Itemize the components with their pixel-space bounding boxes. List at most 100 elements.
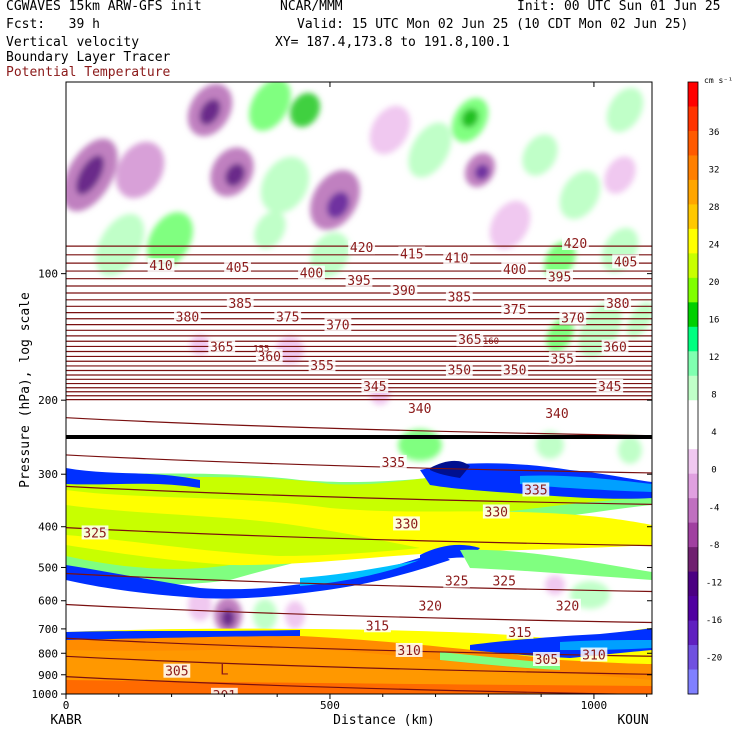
colorbar-swatch (688, 277, 698, 303)
theta-contour-line (66, 245, 652, 248)
theta-label: 385 (228, 297, 251, 312)
theta-label: 320 (419, 600, 442, 615)
x-axis: 0 500 1000 (63, 82, 648, 712)
theta-label: 370 (561, 312, 584, 327)
theta-label: 420 (564, 237, 587, 252)
theta-label-bg (482, 504, 510, 519)
theta-label-bg (398, 246, 426, 261)
colorbar-swatch (688, 620, 698, 646)
theta-label-bg (163, 663, 191, 678)
theta-label-bg (255, 349, 283, 364)
theta-label-bg (490, 573, 518, 588)
theta-label: 340 (545, 407, 568, 422)
theta-contour-line (66, 386, 652, 389)
theta-label: 345 (363, 380, 386, 395)
colorbar-tick-label: 4 (711, 428, 716, 438)
theta-label: 405 (614, 255, 637, 270)
colorbar-swatch (688, 302, 698, 328)
colorbar-tick-label: -4 (709, 503, 720, 513)
theta-label: 355 (551, 352, 574, 367)
y-tick-label: 500 (38, 561, 58, 574)
colorbar-swatch (688, 424, 698, 450)
colorbar-tick-label: 20 (709, 278, 720, 288)
colorbar-swatch (688, 179, 698, 205)
theta-contour-line (66, 655, 652, 675)
theta-label-bg (548, 351, 576, 366)
colorbar-swatch (688, 106, 698, 132)
colorbar-swatch (688, 547, 698, 573)
colorbar-swatch (688, 596, 698, 622)
theta-label-bg (308, 358, 336, 373)
theta-label: 301 (213, 689, 236, 704)
theta-contour-line (66, 382, 652, 385)
theta-label: 380 (606, 297, 629, 312)
colorbar-tick-label: 16 (709, 316, 720, 326)
theta-label-bg (224, 260, 251, 275)
theta-label: 325 (445, 575, 468, 590)
field-boundary-layer-tracer: Boundary Layer Tracer (6, 50, 171, 65)
x-endpoint-start: KABR (50, 713, 81, 728)
theta-contour-line (66, 390, 652, 393)
colorbar-tick-label: -12 (706, 578, 722, 588)
theta-label-bg (501, 301, 529, 316)
theta-label-bg (324, 317, 352, 332)
y-tick-label: 100 (38, 268, 58, 281)
theta-label-bg (543, 406, 571, 421)
theta-contour-line (66, 345, 652, 348)
theta-contour-line (66, 262, 652, 265)
theta-label-bg (456, 332, 484, 347)
theta-label-bg (361, 378, 389, 393)
theta-contour-line (66, 369, 652, 372)
theta-label: 330 (395, 517, 418, 532)
colorbar-swatch (688, 498, 698, 524)
theta-contour-line (66, 417, 652, 437)
model-name: CGWAVES 15km ARW-GFS init (6, 0, 202, 14)
theta-label: 365 (458, 333, 481, 348)
theta-contour-line (66, 572, 652, 593)
colorbar-tick-label: 36 (709, 128, 720, 138)
theta-label-bg (445, 289, 473, 304)
theta-label: 340 (408, 402, 431, 417)
theta-label: 410 (149, 259, 172, 274)
cross-section-coords: XY= 187.4,173.8 to 191.8,100.1 (275, 35, 510, 50)
theta-label-bg (395, 642, 423, 657)
colorbar-tick-label: -20 (706, 653, 722, 663)
x-endpoint-end: KOUN (617, 713, 648, 728)
theta-label: 385 (448, 291, 471, 306)
theta-contour-line (66, 527, 652, 547)
y-tick-label: 900 (38, 669, 58, 682)
colorbar-swatch (688, 571, 698, 597)
colorbar-units: cm s⁻¹ (704, 76, 733, 85)
theta-label-bg (390, 283, 418, 298)
theta-label: 365 (210, 341, 233, 356)
theta-contour-line (66, 350, 652, 353)
theta-label: 315 (508, 626, 531, 641)
theta-label-bg (443, 250, 471, 265)
x-tick-label: 500 (320, 699, 340, 712)
theta-label-bg (533, 651, 560, 666)
theta-contour-line (66, 323, 652, 326)
contour-marker: 160 (483, 337, 499, 347)
theta-label-bg (210, 687, 238, 694)
forecast-hour: Fcst: 39 h (6, 17, 100, 32)
theta-contour-line (66, 298, 652, 301)
theta-label: 335 (382, 456, 405, 471)
theta-label-bg (174, 309, 201, 324)
theta-label: 370 (326, 319, 349, 334)
theta-contour-line (66, 676, 650, 694)
x-axis-title: Distance (km) (333, 713, 435, 728)
colorbar: 36 32 28 24 20 16 12 8 4 0 -4 -8 -12 -16 -20 (687, 81, 722, 695)
contour-marker: 155 (253, 345, 269, 355)
theta-contour-line (66, 378, 652, 381)
theta-label: 420 (350, 241, 373, 256)
theta-label: 350 (448, 364, 471, 379)
theta-label-bg (416, 598, 444, 613)
theta-contour-line (66, 311, 652, 314)
colorbar-swatch (688, 155, 698, 181)
colorbar-tick-label: 12 (709, 353, 720, 363)
theta-label-bg (274, 309, 302, 324)
theta-label-bg (562, 235, 589, 250)
theta-label-bg (612, 254, 640, 269)
